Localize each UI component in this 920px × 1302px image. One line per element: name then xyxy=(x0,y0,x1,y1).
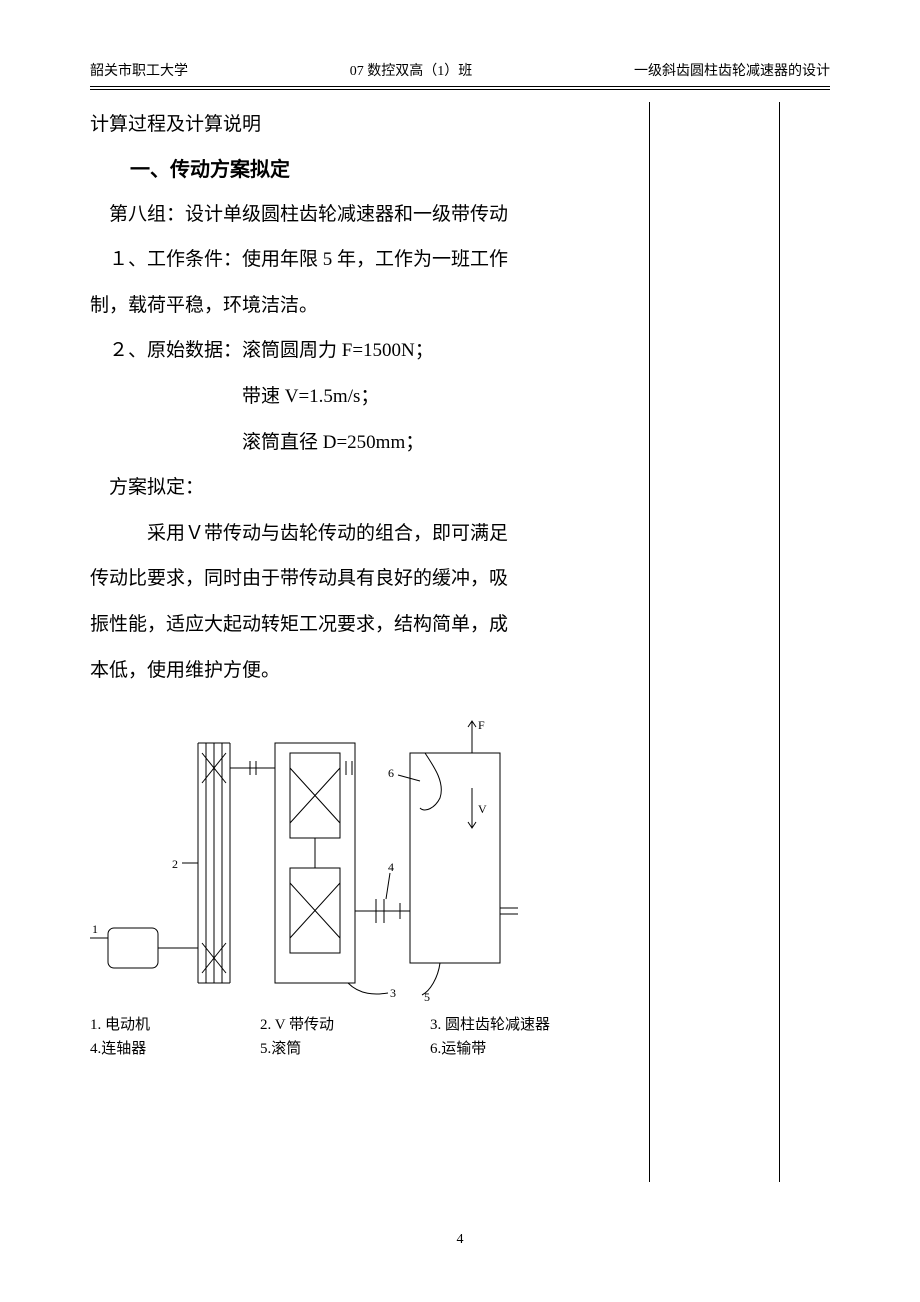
label-3: 3 xyxy=(390,986,396,1000)
content-columns: 计算过程及计算说明 一、传动方案拟定 第八组：设计单级圆柱齿轮减速器和一级带传动… xyxy=(90,102,830,1182)
section-1-title: 一、传动方案拟定 xyxy=(90,148,639,192)
paragraph-line-2: 传动比要求，同时由于带传动具有良好的缓冲，吸 xyxy=(90,556,639,602)
header-left: 韶关市职工大学 xyxy=(90,60,188,80)
label-2: 2 xyxy=(172,857,178,871)
label-6: 6 xyxy=(388,766,394,780)
paragraph-line-4: 本低，使用维护方便。 xyxy=(90,648,639,694)
legend-5: 5.滚筒 xyxy=(260,1037,430,1061)
conditions-line-1: １、工作条件：使用年限 5 年，工作为一班工作 xyxy=(90,237,639,283)
diagram-svg: 1 xyxy=(90,713,520,1003)
plan-label: 方案拟定： xyxy=(90,465,639,511)
transmission-diagram: 1 xyxy=(90,713,520,1003)
label-V: V xyxy=(478,802,487,816)
legend-3: 3. 圆柱齿轮减速器 xyxy=(430,1013,610,1037)
header-center: 07 数控双高（1）班 xyxy=(350,60,473,80)
page-header: 韶关市职工大学 07 数控双高（1）班 一级斜齿圆柱齿轮减速器的设计 xyxy=(90,60,830,87)
data-line-1: ２、原始数据：滚筒圆周力 F=1500N； xyxy=(90,328,639,374)
group-line: 第八组：设计单级圆柱齿轮减速器和一级带传动 xyxy=(90,192,639,238)
diagram-legend: 1. 电动机 2. V 带传动 3. 圆柱齿轮减速器 4.连轴器 5.滚筒 6.… xyxy=(90,1013,639,1061)
legend-2: 2. V 带传动 xyxy=(260,1013,430,1037)
legend-1: 1. 电动机 xyxy=(90,1013,260,1037)
label-5: 5 xyxy=(424,990,430,1003)
label-1: 1 xyxy=(92,922,98,936)
process-title: 计算过程及计算说明 xyxy=(90,102,639,148)
label-4: 4 xyxy=(388,860,394,874)
page-number: 4 xyxy=(90,1232,830,1248)
paragraph-line-3: 振性能，适应大起动转矩工况要求，结构简单，成 xyxy=(90,602,639,648)
main-column: 计算过程及计算说明 一、传动方案拟定 第八组：设计单级圆柱齿轮减速器和一级带传动… xyxy=(90,102,650,1182)
data-line-2: 带速 V=1.5m/s； xyxy=(90,374,639,420)
paragraph-line-1: 采用Ｖ带传动与齿轮传动的组合，即可满足 xyxy=(90,511,639,557)
side-column xyxy=(650,102,780,1182)
header-right: 一级斜齿圆柱齿轮减速器的设计 xyxy=(634,60,830,80)
conditions-line-2: 制，载荷平稳，环境洁洁。 xyxy=(90,283,639,329)
legend-6: 6.运输带 xyxy=(430,1037,610,1061)
header-rule xyxy=(90,89,830,90)
legend-4: 4.连轴器 xyxy=(90,1037,260,1061)
label-F: F xyxy=(478,718,485,732)
data-line-3: 滚筒直径 D=250mm； xyxy=(90,420,639,466)
